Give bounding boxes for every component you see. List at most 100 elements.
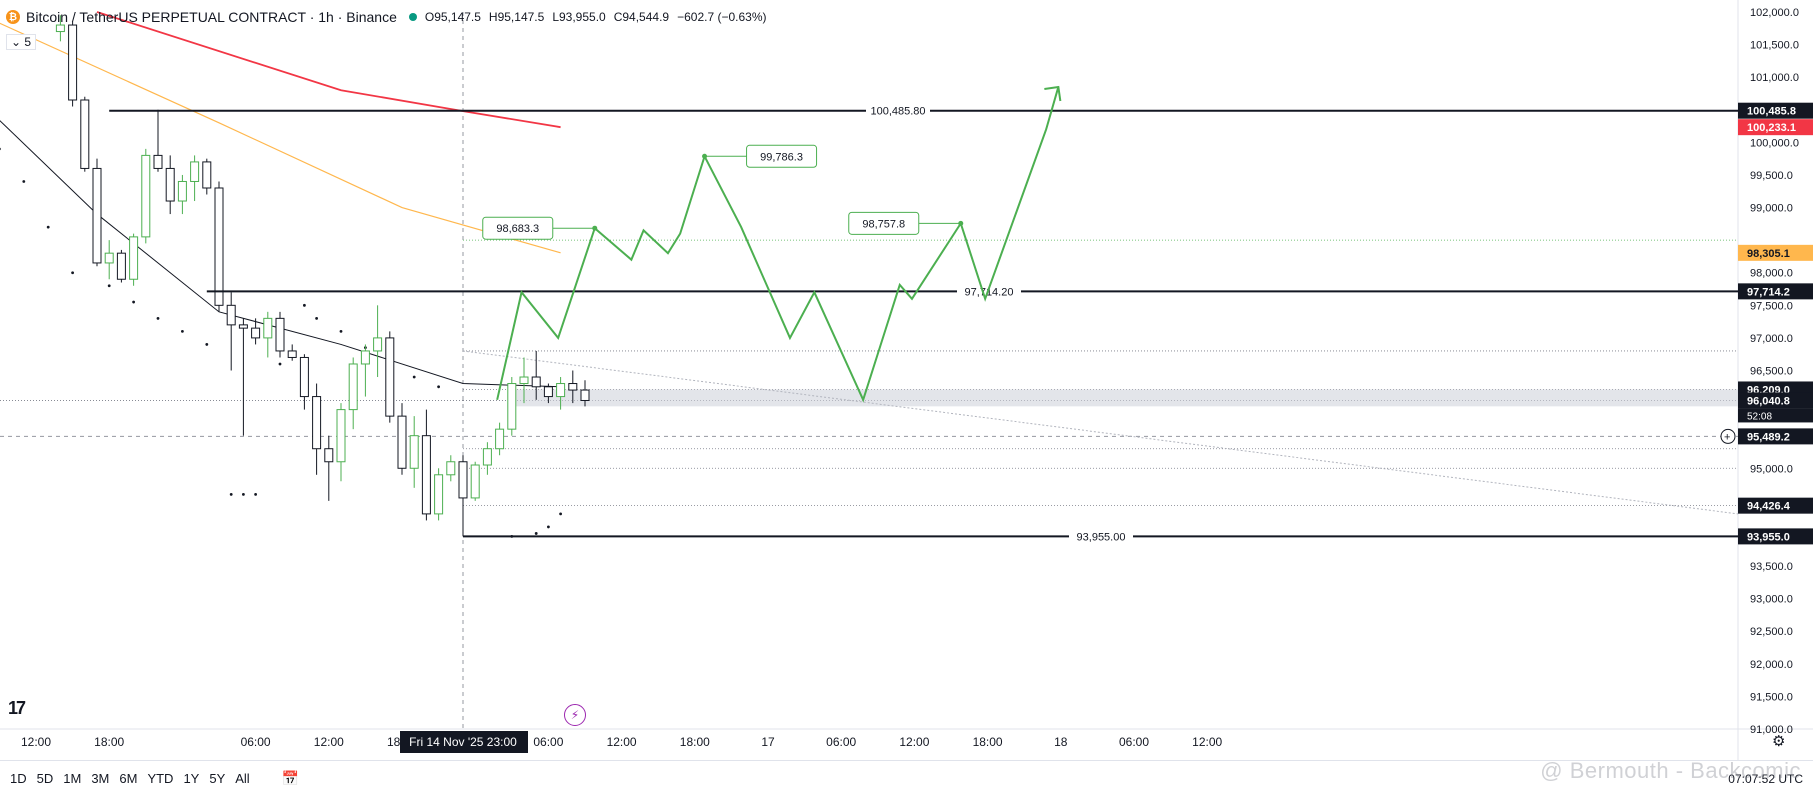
price-tag-bg [1738,283,1813,300]
level-label: 97,714.20 [965,286,1014,298]
candle-body [470,464,480,499]
sar-dot [303,303,306,307]
range-6m-button[interactable]: 6M [119,771,138,786]
candle-body [141,154,151,238]
projection-path [496,86,1060,403]
candle-body [568,383,578,391]
range-5y-button[interactable]: 5Y [209,771,226,786]
candle-body [336,409,346,463]
candle-body [312,396,322,450]
sar-dot [534,532,538,535]
sar-dot [412,375,416,379]
price-tag-bg [1738,497,1813,514]
candle-body [263,317,273,339]
price-tag-label: 97,714.2 [1747,286,1790,298]
price-tick-label: 95,000.0 [1750,463,1793,475]
projection-label-box [848,211,920,235]
range-1d-button[interactable]: 1D [10,771,27,786]
level-label-bg [1069,529,1133,544]
watermark: @ Bermouth - Backcomic [1540,758,1801,783]
sar-dot [339,329,343,333]
price-tick-label: 102,000.0 [1750,7,1799,19]
open-value: O95,147.5 [424,10,481,24]
sar-dot [437,385,440,389]
time-tick-label: 18:00 [94,735,124,749]
time-tick-label: 12:00 [1192,735,1222,749]
projection-point [592,225,598,231]
range-all-button[interactable]: All [235,771,250,786]
candle-body [446,461,456,476]
range-3m-button[interactable]: 3M [91,771,110,786]
candle-body [275,317,285,352]
price-tag-bg [1738,428,1813,445]
price-tick-label: 101,000.0 [1750,72,1799,84]
price-tick-label: 99,500.0 [1750,170,1793,182]
countdown-bg [1738,408,1813,423]
time-tick-label: 18:00 [680,735,710,749]
time-tick-label: 06:00 [241,735,271,749]
sar-dot [46,225,50,229]
candle-body [68,24,78,101]
price-tick-label: 91,500.0 [1750,691,1793,703]
price-tag-label: 95,489.2 [1747,431,1790,443]
change-value: −602.7 (−0.63%) [677,10,767,24]
candle-body [177,180,187,202]
price-tick-label: 97,000.0 [1750,333,1793,345]
utc-clock[interactable]: 07:07:52 UTC [1728,771,1803,786]
range-5d-button[interactable]: 5D [36,771,54,786]
time-tick-label: 06:00 [826,735,856,749]
candle-body [116,252,126,280]
sar-dot [22,180,26,183]
time-tick-label: 18:00 [973,735,1003,749]
symbol-title[interactable]: Bitcoin / TetherUS PERPETUAL CONTRACT · … [26,9,397,25]
candle-body [495,428,505,450]
projection-arrowhead [1044,85,1062,102]
candle-body [348,363,358,411]
price-tick-label: 93,500.0 [1750,561,1793,573]
flash-icon[interactable]: ⚡ [564,704,586,726]
price-tag-bg [1738,392,1813,409]
projection-label-box [746,144,818,168]
sar-dot [71,271,74,275]
sar-dot [254,492,257,496]
time-tick-label: 12:00 [21,735,51,749]
price-tick-label: 93,000.0 [1750,594,1793,606]
market-status-icon [408,13,417,21]
projection-label: 98,683.3 [496,223,539,235]
projection-point [958,220,964,226]
calendar-icon[interactable]: 📅 [281,770,300,786]
gear-icon[interactable]: ⚙ [1772,733,1786,750]
candle-body [214,187,224,306]
price-tick-label: 99,000.0 [1750,203,1793,215]
candle-body [299,356,309,398]
candle-body [421,435,431,515]
candle-body [251,327,261,339]
price-tag-label: 100,485.8 [1747,106,1796,118]
range-1y-button[interactable]: 1Y [183,771,200,786]
sar-dot [559,512,562,516]
price-tick-label: 101,500.0 [1750,40,1799,52]
price-tag-label: 96,040.8 [1747,395,1790,407]
range-ytd-button[interactable]: YTD [147,771,174,786]
level-label: 100,485.80 [870,106,925,118]
sar-dot [229,492,233,496]
projection-point [702,153,708,159]
plus-icon: + [1724,431,1730,443]
crosshair-time-tag [400,731,528,753]
price-tick-label: 91,000.0 [1750,724,1793,736]
candle-body [92,167,102,264]
time-tick-label: 12:00 [607,735,637,749]
indicator-collapse-toggle[interactable]: ⌄ 5 [6,34,37,50]
candle-body [434,474,444,515]
candle-body [409,435,419,469]
time-tick-label: 17 [761,735,775,749]
range-1m-button[interactable]: 1M [63,771,82,786]
crosshair-time-label: Fri 14 Nov '25 23:00 [409,735,517,749]
tradingview-logo-icon[interactable]: 17 [8,698,26,718]
price-tag-label: 93,955.0 [1747,531,1790,543]
range-toolbar: 1D 5D 1M 3M 6M YTD 1Y 5Y All 📅 07:07:52 … [0,760,1813,796]
level-label-bg [866,103,930,118]
price-tag-bg [1738,102,1813,119]
candle-body [324,448,334,463]
